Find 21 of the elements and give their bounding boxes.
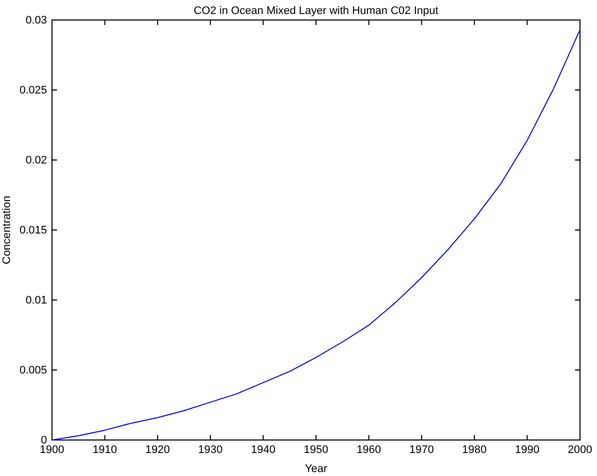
x-tick-label: 1930 xyxy=(198,444,223,456)
y-tick-label: 0.005 xyxy=(19,364,47,377)
x-tick-label: 1950 xyxy=(304,444,328,456)
y-tick-label: 0.025 xyxy=(19,84,47,97)
x-tick-label: 1980 xyxy=(462,444,487,456)
x-tick-label: 1900 xyxy=(40,444,64,456)
x-tick-label: 1920 xyxy=(145,444,170,456)
x-tick-label: 1960 xyxy=(356,444,382,456)
x-tick-label: 1940 xyxy=(250,444,276,456)
y-tick-label: 0.01 xyxy=(26,294,47,307)
x-tick-label: 1970 xyxy=(409,444,434,456)
y-tick-label: 0.015 xyxy=(19,224,47,237)
x-tick-label: 1910 xyxy=(92,444,118,456)
y-tick-label: 0.02 xyxy=(26,154,47,167)
y-tick-label: 0.03 xyxy=(26,14,47,27)
chart-title: CO2 in Ocean Mixed Layer with Human C02 Input xyxy=(194,5,438,17)
x-axis-title: Year xyxy=(304,463,328,475)
x-tick-label: 2000 xyxy=(568,444,592,456)
line-series xyxy=(52,29,580,440)
x-tick-label: 1990 xyxy=(514,444,540,456)
y-axis-title: Concentration xyxy=(1,196,13,264)
